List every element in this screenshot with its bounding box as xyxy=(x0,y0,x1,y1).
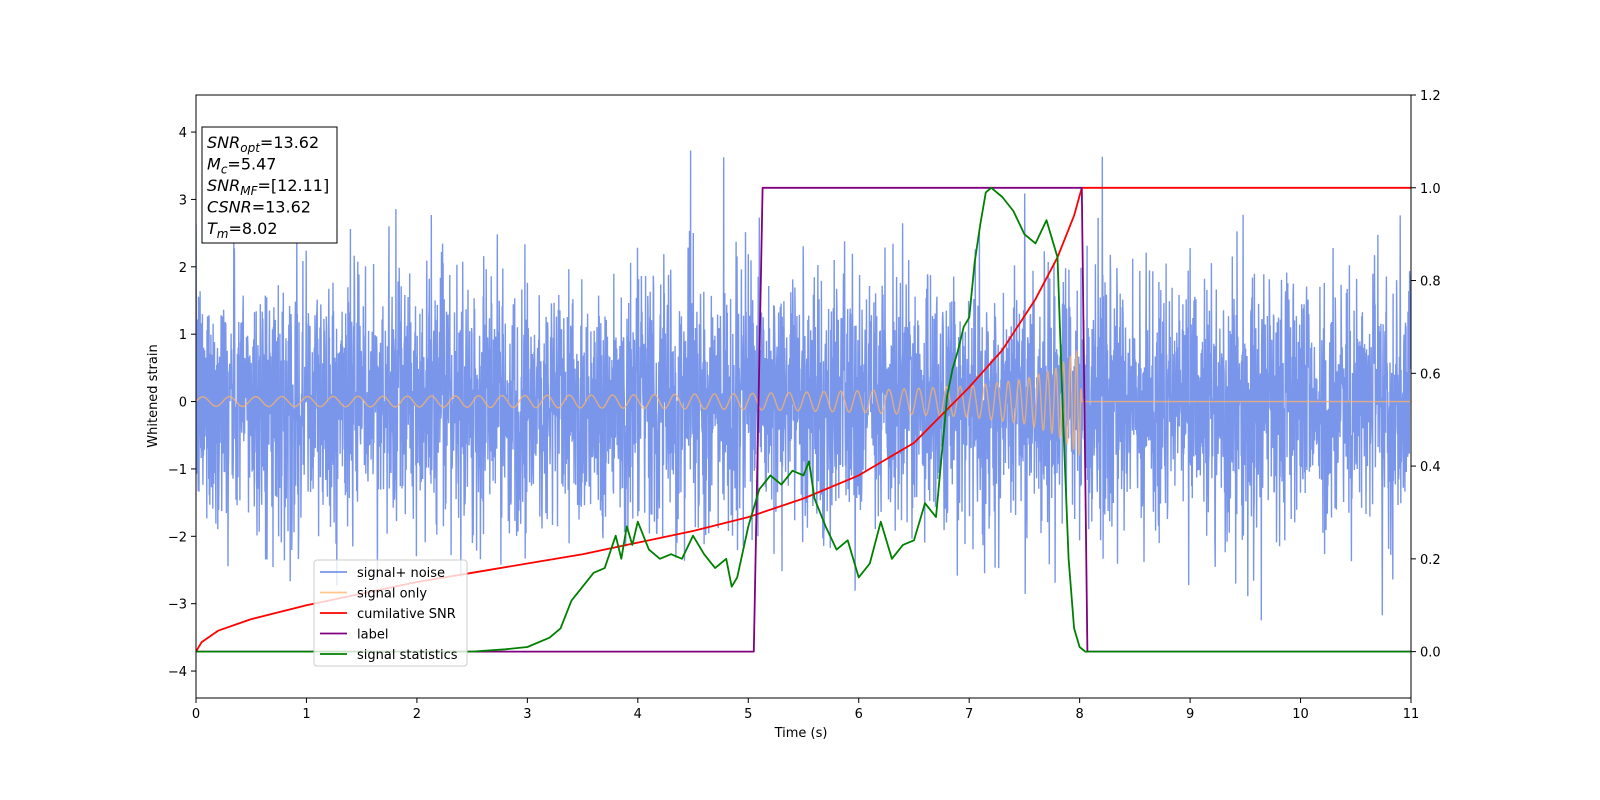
y2-tick-label: 0.8 xyxy=(1420,275,1441,290)
y2-tick-label: 1.0 xyxy=(1420,182,1441,197)
plot-frame xyxy=(195,94,1412,699)
annotation-line: Mc=5.47 xyxy=(207,155,276,177)
y-tick-label: 0 xyxy=(179,396,187,411)
legend: signal+ noise signal only cumilative SNR la… xyxy=(313,559,468,667)
y2-tick-label: 1.2 xyxy=(1420,89,1441,104)
y2-tick-label: 0.2 xyxy=(1420,553,1441,568)
x-tick-label: 11 xyxy=(1403,707,1420,722)
annotation-line: SNRopt=13.62 xyxy=(207,133,319,155)
x-axis-title: Time (s) xyxy=(774,726,828,741)
legend-label: label xyxy=(357,628,388,643)
x-tick-label: 6 xyxy=(855,707,863,722)
annotation-box: SNRopt=13.62Mc=5.47SNRMF=[12.11]CSNR=13.… xyxy=(201,126,338,244)
y-axis-left: −4 −3 −2 −1 0 1 2 3 4 xyxy=(168,126,196,680)
x-tick-label: 5 xyxy=(744,707,752,722)
legend-label: signal only xyxy=(357,587,427,602)
series-signal-only xyxy=(196,350,1411,457)
y-tick-label: 3 xyxy=(179,193,187,208)
y-tick-label: 2 xyxy=(179,261,187,276)
series-signal-statistics xyxy=(196,186,1411,653)
annotation-line: SNRMF=[12.11] xyxy=(207,176,329,198)
y-tick-label: 1 xyxy=(179,328,187,343)
y-tick-label: 4 xyxy=(179,126,187,141)
x-tick-label: 4 xyxy=(634,707,642,722)
annotation-line: CSNR=13.62 xyxy=(207,198,311,217)
y2-tick-label: 0.4 xyxy=(1420,460,1441,475)
x-tick-label: 9 xyxy=(1186,707,1194,722)
x-tick-label: 8 xyxy=(1075,707,1083,722)
x-tick-label: 0 xyxy=(192,707,200,722)
series-signal-noise xyxy=(196,150,1411,621)
x-axis: 0 1 2 3 4 5 6 7 8 9 10 11 xyxy=(192,698,1419,722)
y-axis-title: Whitened strain xyxy=(146,344,161,447)
legend-label: signal statistics xyxy=(357,648,458,663)
y-tick-label: −2 xyxy=(168,530,187,545)
x-tick-label: 3 xyxy=(523,707,531,722)
x-tick-label: 10 xyxy=(1292,707,1309,722)
x-tick-label: 1 xyxy=(302,707,310,722)
y-tick-label: −4 xyxy=(168,665,187,680)
y2-tick-label: 0.6 xyxy=(1420,367,1441,382)
annotation-line: Tm=8.02 xyxy=(207,219,278,241)
legend-label: cumilative SNR xyxy=(357,607,456,622)
legend-label: signal+ noise xyxy=(357,566,445,581)
y-tick-label: −3 xyxy=(168,598,187,613)
x-tick-label: 7 xyxy=(965,707,973,722)
x-tick-label: 2 xyxy=(413,707,421,722)
y2-tick-label: 0.0 xyxy=(1420,646,1441,661)
y-axis-right: 0.0 0.2 0.4 0.6 0.8 1.0 1.2 xyxy=(1411,89,1441,661)
y-tick-label: −1 xyxy=(168,463,187,478)
